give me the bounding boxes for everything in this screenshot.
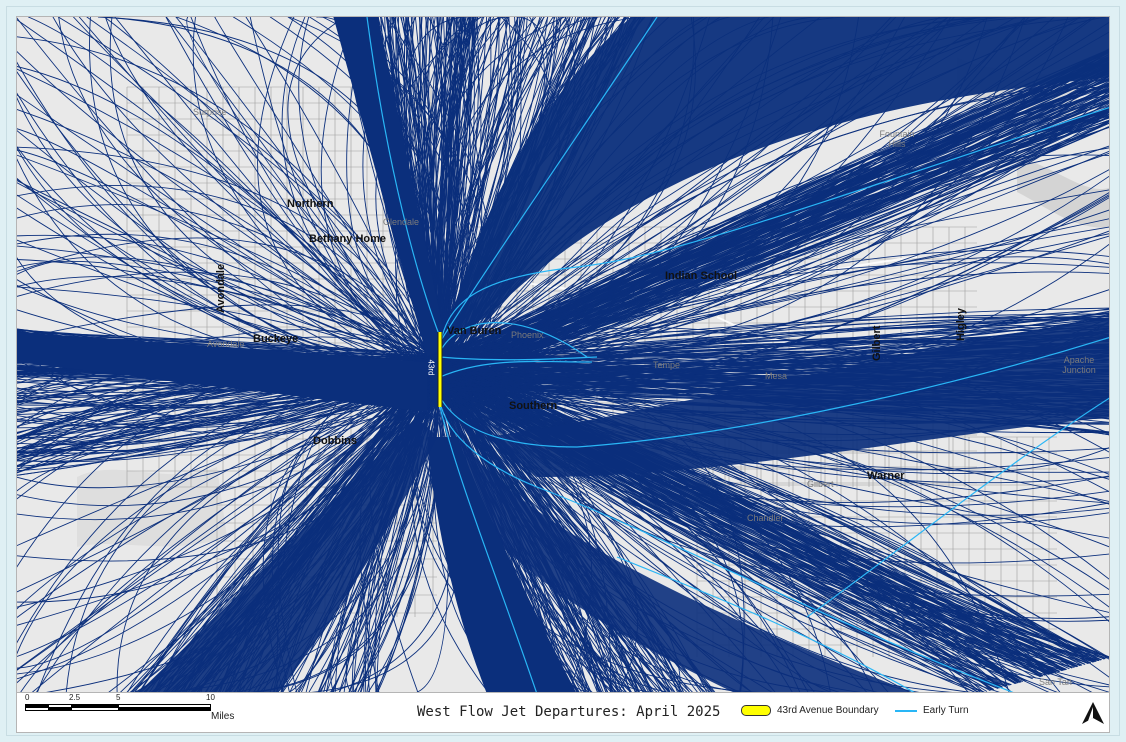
road-label-warner: Warner — [867, 470, 905, 482]
city-label-mesa: Mesa — [765, 371, 788, 381]
south-bundle — [427, 437, 576, 692]
legend-early-turn: Early Turn — [895, 705, 969, 716]
road-label-gilbert: Gilbert — [871, 325, 883, 361]
road-label-southern: Southern — [509, 400, 558, 412]
city-label-avondale: Avondale — [207, 339, 245, 349]
scale-bar-graphic — [25, 704, 211, 711]
map-footer: 0 2.5 5 10 Miles West Flow Jet Departure… — [16, 693, 1110, 733]
map-panel[interactable]: Northern Bethany Home Indian School Van … — [16, 16, 1110, 693]
legend-boundary-label: 43rd Avenue Boundary — [777, 705, 879, 716]
flight-track-map — [17, 17, 1109, 692]
road-label-avondale: Avondale — [215, 263, 227, 313]
scale-tick-10: 10 — [206, 693, 215, 702]
scale-bar: 0 2.5 5 10 Miles — [25, 693, 275, 733]
scale-tick-2-5: 2.5 — [69, 693, 81, 702]
northeast-bundle — [447, 17, 1109, 337]
early-turn-tracks — [366, 17, 1109, 692]
southeast-bundle — [447, 437, 912, 692]
city-label-glendale: Glendale — [383, 217, 420, 227]
southwest-bundle — [139, 417, 437, 692]
city-label-chandler: Chandler — [747, 513, 784, 523]
road-label-indian-school: Indian School — [665, 270, 738, 282]
early-turn-swatch-icon — [895, 709, 917, 712]
city-label-surprise: Surprise — [193, 107, 227, 117]
city-label-gilbert: Gilbert — [807, 479, 834, 489]
city-label-san-tan: San Tan — [1039, 677, 1072, 687]
city-label-fountain-hills: Fountain Hills — [879, 129, 915, 149]
city-label-phoenix: Phoenix — [511, 330, 544, 340]
terrain-patch — [1017, 157, 1109, 228]
legend-early-turn-label: Early Turn — [923, 705, 969, 716]
scale-tick-0: 0 — [25, 693, 30, 702]
scale-unit: Miles — [211, 711, 235, 722]
boundary-swatch-icon — [741, 705, 771, 716]
road-label-dobbins: Dobbins — [313, 435, 357, 447]
city-label-apache-junction: Apache Junction — [1062, 355, 1096, 375]
road-label-northern: Northern — [287, 198, 334, 210]
road-label-van-buren: Van Buren — [447, 325, 502, 337]
scale-tick-5: 5 — [116, 693, 121, 702]
map-title: West Flow Jet Departures: April 2025 — [417, 704, 721, 720]
road-label-bethany-home: Bethany Home — [309, 233, 387, 245]
city-label-tempe: Tempe — [653, 360, 681, 370]
road-label-higley: Higley — [955, 307, 967, 341]
east-bundle — [487, 317, 1109, 477]
north-arrow-icon — [1082, 702, 1104, 724]
boundary-label: 43rd — [426, 359, 436, 376]
west-bundle — [17, 332, 427, 412]
road-label-buckeye: Buckeye — [253, 333, 299, 345]
legend-boundary: 43rd Avenue Boundary — [741, 705, 879, 716]
